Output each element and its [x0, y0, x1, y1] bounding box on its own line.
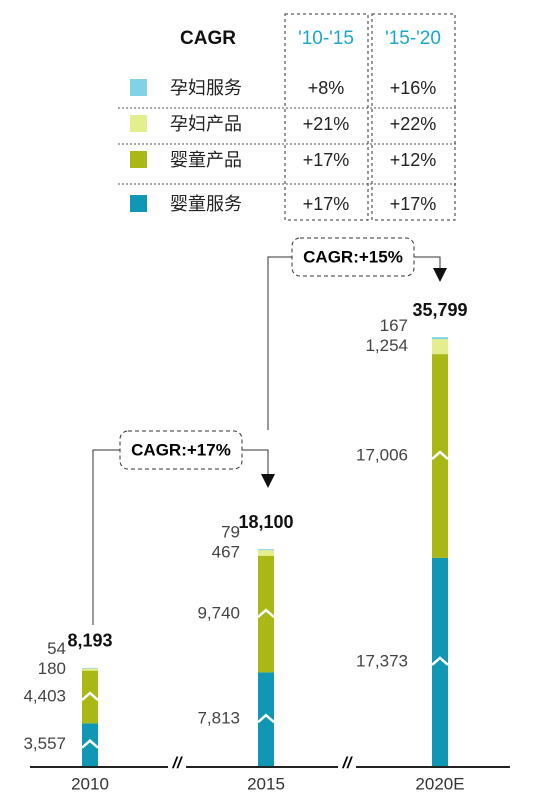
arrow	[433, 268, 447, 282]
table-header: CAGR	[180, 28, 236, 49]
legend-swatch	[130, 151, 147, 168]
legend-swatch	[130, 195, 147, 212]
bar-segment	[258, 555, 274, 673]
total-label: 8,193	[67, 631, 112, 651]
axis-break: //	[342, 755, 353, 772]
legend-label: 婴童服务	[170, 194, 242, 214]
cagr-box	[119, 430, 243, 470]
value-label: 7,813	[197, 709, 240, 728]
bar-segment	[432, 337, 448, 340]
axis-break: //	[172, 755, 183, 772]
total-label: 18,100	[238, 512, 293, 532]
value-label: 167	[380, 316, 408, 335]
value-label: 79	[221, 522, 240, 541]
connector	[92, 449, 120, 625]
bar-segment	[258, 550, 274, 556]
bar-segment	[432, 354, 448, 558]
table-cell: +21%	[303, 114, 350, 134]
connector	[242, 449, 269, 478]
segment-break	[431, 450, 449, 460]
table-cell: +17%	[303, 194, 350, 214]
table-cell: +22%	[390, 114, 437, 134]
table-cell: +17%	[390, 194, 437, 214]
value-label: 17,373	[356, 651, 408, 670]
bar-segment	[82, 670, 98, 724]
value-label: 1,254	[365, 336, 408, 355]
value-label: 3,557	[23, 734, 66, 753]
bar-segment	[432, 339, 448, 355]
value-label: 17,006	[356, 445, 408, 464]
segment-break	[81, 739, 99, 749]
connector	[414, 256, 441, 272]
value-label: 467	[212, 542, 240, 561]
legend-label: 孕妇服务	[170, 78, 242, 98]
x-tick-label: 2010	[71, 774, 109, 793]
table-cell: +8%	[308, 78, 345, 98]
value-label: 4,403	[23, 686, 66, 705]
column-box	[284, 13, 369, 221]
bar-segment	[258, 672, 274, 766]
cagr-annotation: CAGR:+15%	[303, 247, 403, 266]
x-tick-label: 2015	[247, 774, 285, 793]
bar-segment	[82, 668, 98, 671]
connector	[267, 256, 292, 430]
cagr-annotation: CAGR:+17%	[131, 440, 231, 459]
cagr-box	[291, 237, 415, 277]
segment-break	[257, 713, 275, 724]
value-label: 180	[38, 659, 66, 678]
table-cell: +12%	[390, 150, 437, 170]
bar-segment	[82, 723, 98, 766]
table-cell: +17%	[303, 150, 350, 170]
value-label: 54	[47, 639, 66, 658]
total-label: 35,799	[412, 300, 467, 320]
bar-segment	[258, 549, 274, 551]
segment-break	[431, 656, 449, 666]
value-label: 9,740	[197, 604, 240, 623]
x-tick-label: 2020E	[415, 774, 464, 793]
bar-segment	[82, 667, 98, 669]
table-header: '10-'15	[298, 28, 354, 49]
table-header: '15-'20	[385, 28, 441, 49]
legend-label: 孕妇产品	[170, 114, 242, 134]
segment-break	[257, 608, 275, 618]
legend-label: 婴童产品	[170, 150, 242, 170]
arrow	[261, 474, 275, 488]
column-box	[371, 13, 456, 221]
legend-swatch	[130, 115, 147, 132]
table-cell: +16%	[390, 78, 437, 98]
bar-segment	[432, 557, 448, 766]
legend-swatch	[130, 79, 147, 96]
segment-break	[81, 691, 99, 701]
